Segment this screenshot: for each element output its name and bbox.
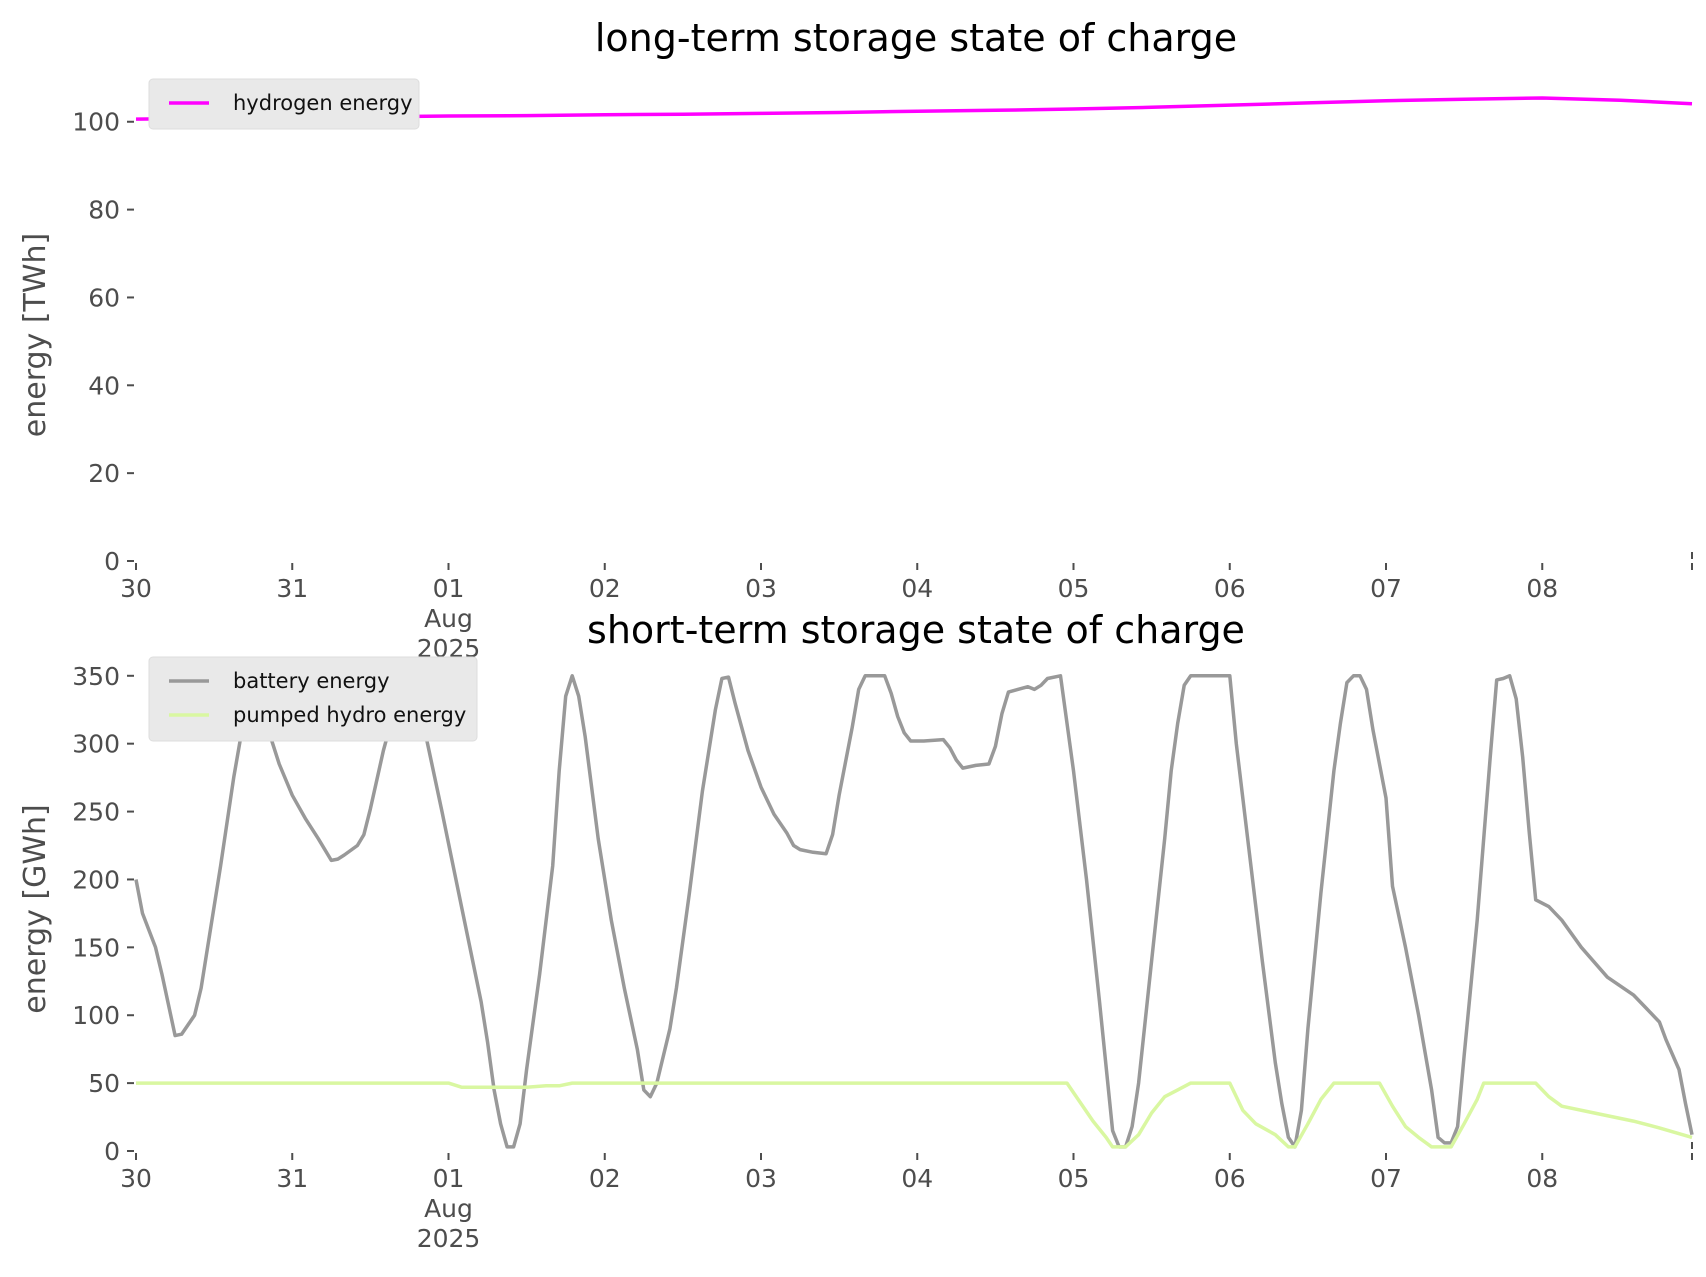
legend: battery energy pumped hydro energy [148, 656, 478, 742]
x-tick-label-month: Aug [424, 604, 473, 633]
x-tick-label: 31 [276, 1164, 308, 1193]
y-tick-label: 350 [72, 662, 120, 691]
legend-label: battery energy [233, 669, 390, 693]
y-tick-label: 100 [72, 108, 120, 137]
x-tick-label: 04 [901, 574, 933, 603]
chart-title: long-term storage state of charge [595, 16, 1237, 60]
x-tick-label: 05 [1058, 1164, 1090, 1193]
x-tick-label: 05 [1058, 574, 1090, 603]
y-tick-label: 0 [104, 547, 120, 576]
x-tick-label: 01 [433, 574, 465, 603]
x-tick-label: 01 [433, 1164, 465, 1193]
chart-title: short-term storage state of charge [587, 608, 1245, 652]
legend-box [148, 656, 478, 742]
y-tick-label: 300 [72, 730, 120, 759]
x-tick-label-month: Aug [424, 1194, 473, 1223]
x-tick-label: 07 [1370, 1164, 1402, 1193]
legend-label: pumped hydro energy [233, 703, 466, 727]
x-tick-label: 03 [745, 1164, 777, 1193]
x-tick-label: 06 [1214, 574, 1246, 603]
x-tick-label: 07 [1370, 574, 1402, 603]
plot-lines [134, 674, 1694, 1149]
y-axis-label: energy [TWh] [18, 233, 53, 437]
y-axis-ticks: 0 20 40 60 80 100 [72, 108, 134, 576]
y-tick-label: 80 [88, 196, 120, 225]
long-term-storage-panel: long-term storage state of charge energy… [18, 16, 1693, 663]
y-tick-label: 50 [88, 1069, 120, 1098]
legend-label: hydrogen energy [233, 91, 413, 115]
x-tick-label-year: 2025 [417, 1224, 481, 1253]
legend: hydrogen energy [148, 78, 420, 130]
x-tick-label: 03 [745, 574, 777, 603]
short-term-storage-panel: short-term storage state of charge energ… [18, 608, 1694, 1253]
series-line-pumped-hydro-energy [136, 1081, 1693, 1149]
x-tick-label: 08 [1526, 574, 1558, 603]
x-tick-label: 04 [901, 1164, 933, 1193]
y-axis-ticks: 0 50 100 150 200 250 300 350 [72, 662, 134, 1166]
y-tick-label: 20 [88, 459, 120, 488]
y-tick-label: 0 [104, 1137, 120, 1166]
x-tick-label: 02 [589, 574, 621, 603]
y-tick-label: 40 [88, 371, 120, 400]
y-tick-label: 150 [72, 933, 120, 962]
y-tick-label: 250 [72, 798, 120, 827]
legend-box [148, 78, 420, 130]
x-tick-label: 06 [1214, 1164, 1246, 1193]
y-tick-label: 60 [88, 283, 120, 312]
series-line-battery-energy [134, 674, 1694, 1149]
x-tick-label: 02 [589, 1164, 621, 1193]
y-tick-label: 200 [72, 865, 120, 894]
x-tick-label: 08 [1526, 1164, 1558, 1193]
x-tick-label: 30 [120, 574, 152, 603]
y-tick-label: 100 [72, 1001, 120, 1030]
x-tick-label: 30 [120, 1164, 152, 1193]
y-axis-label: energy [GWh] [18, 804, 53, 1013]
x-tick-label: 31 [276, 574, 308, 603]
